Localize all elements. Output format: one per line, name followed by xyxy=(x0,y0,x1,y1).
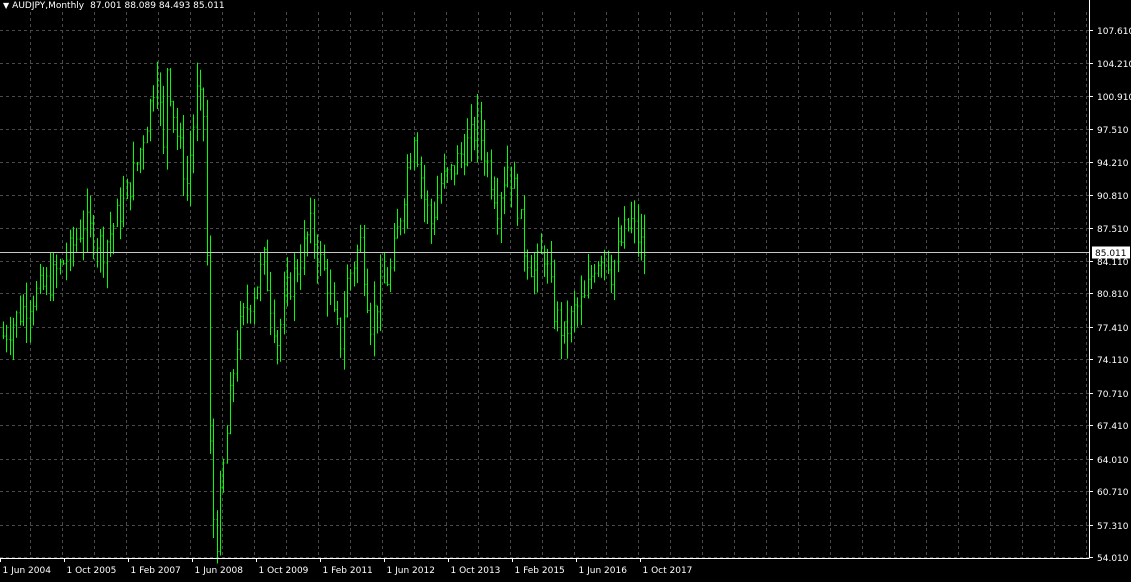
x-tick-label: 1 Jun 2008 xyxy=(195,566,244,576)
x-tick-label: 1 Oct 2005 xyxy=(67,566,117,576)
y-tick-label: 100.910 xyxy=(1097,93,1131,103)
y-tick-label: 60.710 xyxy=(1097,488,1129,498)
candles-layer xyxy=(2,61,646,564)
x-tick-label: 1 Oct 2017 xyxy=(643,566,693,576)
x-tick-label: 1 Feb 2015 xyxy=(515,566,565,576)
y-tick-label: 87.510 xyxy=(1097,225,1129,235)
x-tick-label: 1 Jun 2012 xyxy=(387,566,435,576)
chart-header: ▼ AUDJPY,Monthly 87.001 88.089 84.493 85.0… xyxy=(3,1,225,11)
y-tick-label: 64.010 xyxy=(1097,456,1129,466)
x-tick-label: 1 Jun 2004 xyxy=(3,566,52,576)
y-tick-label: 90.810 xyxy=(1097,192,1129,202)
y-tick-label: 77.410 xyxy=(1097,324,1129,334)
bid-price-label: 85.011 xyxy=(1095,249,1127,259)
x-tick-label: 1 Oct 2009 xyxy=(259,566,309,576)
x-tick-label: 1 Feb 2007 xyxy=(131,566,181,576)
y-tick-label: 74.110 xyxy=(1097,356,1129,366)
x-tick-label: 1 Oct 2013 xyxy=(451,566,501,576)
y-tick-label: 67.410 xyxy=(1097,422,1129,432)
y-tick-label: 84.110 xyxy=(1097,258,1129,268)
y-tick-label: 54.010 xyxy=(1097,554,1129,564)
y-tick-label: 97.510 xyxy=(1097,126,1129,136)
y-tick-label: 80.810 xyxy=(1097,290,1129,300)
bid-line-layer: 85.011 xyxy=(0,246,1130,259)
grid-layer xyxy=(0,12,1089,558)
x-tick-label: 1 Jun 2016 xyxy=(579,566,628,576)
y-tick-label: 104.210 xyxy=(1097,60,1131,70)
y-tick-label: 107.610 xyxy=(1097,27,1131,37)
y-tick-label: 57.310 xyxy=(1097,522,1129,532)
bid-price-badge xyxy=(1092,246,1130,259)
y-tick-label: 70.710 xyxy=(1097,390,1129,400)
triangle-down-icon[interactable]: ▼ xyxy=(3,1,10,10)
ohlc-values: 87.001 88.089 84.493 85.011 xyxy=(90,1,225,11)
symbol-timeframe: AUDJPY,Monthly xyxy=(12,1,85,11)
y-tick-label: 94.210 xyxy=(1097,159,1129,169)
x-tick-label: 1 Feb 2011 xyxy=(323,566,373,576)
